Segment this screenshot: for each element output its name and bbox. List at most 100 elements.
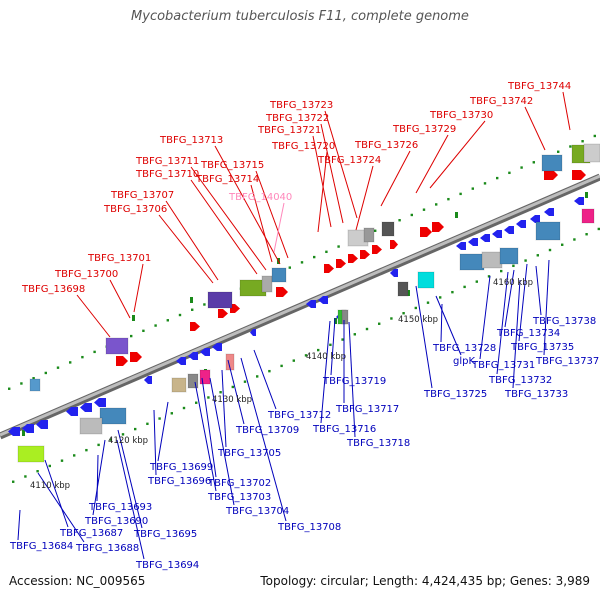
gene-label-tbfg_13733[interactable]: TBFG_13733 [504,389,568,400]
gene-label-tbfg_13704[interactable]: TBFG_13704 [225,506,289,517]
tick-dot [500,269,503,273]
gene-label-tbfg_13720[interactable]: TBFG_13720 [271,141,335,152]
gene-label-glpk[interactable]: glpK [453,356,475,367]
leader-line [92,439,106,516]
gene-arrow [390,240,398,249]
tick-dot [44,371,47,375]
leader-line [512,279,521,389]
gene-label-tbfg_13713[interactable]: TBFG_13713 [159,135,223,146]
gene-arrow [212,343,222,351]
gene-label-tbfg_13688[interactable]: TBFG_13688 [75,543,139,554]
gene-arrow [276,287,288,297]
gene-label-tbfg_13712[interactable]: TBFG_13712 [267,410,331,421]
gene-label-tbfg_13690[interactable]: TBFG_13690 [84,516,148,527]
leader-line [504,269,515,328]
gene-label-tbfg_13718[interactable]: TBFG_13718 [346,438,410,449]
tick-dot [390,317,393,320]
tick-dot [142,329,145,333]
gene-label-tbfg_13738[interactable]: TBFG_13738 [532,316,596,327]
gene-label-tbfg_13703[interactable]: TBFG_13703 [207,492,271,503]
gene-label-tbfg_13732[interactable]: TBFG_13732 [488,375,552,386]
leader-line [317,151,328,233]
gene-box [581,208,595,224]
tick-dot [121,433,125,436]
gene-label-tbfg_13702[interactable]: TBFG_13702 [207,478,271,489]
gene-label-tbfg_13710[interactable]: TBFG_13710 [135,169,199,180]
gene-label-tbfg_13706[interactable]: TBFG_13706 [103,204,167,215]
gene-label-tbfg_13709[interactable]: TBFG_13709 [235,425,299,436]
tick-dot [292,359,295,362]
scale-label-kbp-4120: 4120 kbp [108,436,148,446]
leader-line [201,377,217,478]
tick-dot [378,322,381,325]
leader-line [227,359,245,425]
gene-label-tbfg_13724[interactable]: TBFG_13724 [317,155,381,166]
tick-dot [471,187,474,190]
gene-label-tbfg_13730[interactable]: TBFG_13730 [429,110,493,121]
leader-line [312,135,332,228]
gene-label-tbfg_13715[interactable]: TBFG_13715 [200,160,264,171]
tick-dot [463,285,466,289]
gene-label-tbfg_13719[interactable]: TBFG_13719 [322,376,386,387]
tick-dot [109,438,112,441]
gene-box [397,281,409,297]
major-tick [334,318,337,324]
gene-label-tbfg_13734[interactable]: TBFG_13734 [496,328,560,339]
gene-label-tbfg_13698[interactable]: TBFG_13698 [21,284,85,295]
gene-label-tbfg_13701[interactable]: TBFG_13701 [87,253,151,264]
tick-dot [154,324,157,327]
scale-label-kbp-4150: 4150 kbp [398,315,438,325]
gene-label-tbfg_13695[interactable]: TBFG_13695 [133,529,197,540]
gene-label-tbfg_13717[interactable]: TBFG_13717 [335,404,399,415]
gene-label-tbfg_13716[interactable]: TBFG_13716 [312,424,376,435]
tick-dot [182,406,186,410]
gene-label-tbfg_13726[interactable]: TBFG_13726 [354,140,418,151]
tick-dot [36,470,39,473]
gene-label-tbfg_13707[interactable]: TBFG_13707 [110,190,174,201]
gene-label-tbfg_13722[interactable]: TBFG_13722 [265,113,329,124]
gene-arrow [336,259,346,268]
gene-label-tbfg_13693[interactable]: TBFG_13693 [88,502,152,513]
tick-dot [341,338,344,341]
gene-label-tbfg_13700[interactable]: TBFG_13700 [54,269,118,280]
gene-box [481,251,503,269]
leader-line [157,401,169,462]
gene-arrow [372,245,382,254]
gene-label-tbfg_13714[interactable]: TBFG_13714 [195,174,259,185]
tick-dot [93,350,96,354]
gene-label-tbfg_13744[interactable]: TBFG_13744 [507,81,571,92]
gene-arrow [200,348,210,356]
tick-dot [56,366,60,369]
tick-dot [422,208,426,211]
tick-dot [459,192,462,196]
gene-label-tbfg_13711[interactable]: TBFG_13711 [135,156,199,167]
gene-label-tbfg_13687[interactable]: TBFG_13687 [59,528,123,539]
gene-label-tbfg_13705[interactable]: TBFG_13705 [217,448,281,459]
leader-line [240,357,287,522]
gene-label-tbfg_13696[interactable]: TBFG_13696 [147,476,211,487]
gene-label-tbfg_13737[interactable]: TBFG_13737 [535,356,599,367]
gene-label-tbfg_13699[interactable]: TBFG_13699 [149,462,213,473]
gene-label-tbfg_13721[interactable]: TBFG_13721 [257,125,321,136]
gene-label-tbfg_13684[interactable]: TBFG_13684 [9,541,73,552]
gene-label-tbfg_13708[interactable]: TBFG_13708 [277,522,341,533]
leader-line [380,150,411,207]
gene-label-tbfg_13723[interactable]: TBFG_13723 [269,100,333,111]
gene-label-tbfg_13728[interactable]: TBFG_13728 [432,343,496,354]
gene-label-tbfg_13742[interactable]: TBFG_13742 [469,96,533,107]
gene-label-tbfg_13725[interactable]: TBFG_13725 [423,389,487,400]
gene-features [8,143,600,463]
gene-label-tbfg_13694[interactable]: TBFG_13694 [135,560,199,571]
leader-line [535,265,542,316]
gene-arrow [530,215,540,223]
gene-arrow [348,254,358,263]
tick-dot [178,313,182,317]
tick-dot [48,464,51,468]
gene-label-tbfg_14040[interactable]: TBFG_14040 [228,192,292,203]
gene-box [171,377,187,393]
gene-label-tbfg_13731[interactable]: TBFG_13731 [471,360,535,371]
gene-label-tbfg_13729[interactable]: TBFG_13729 [392,124,456,135]
gene-arrow [492,230,502,238]
gene-arrow [572,170,586,180]
gene-label-tbfg_13735[interactable]: TBFG_13735 [510,342,574,353]
